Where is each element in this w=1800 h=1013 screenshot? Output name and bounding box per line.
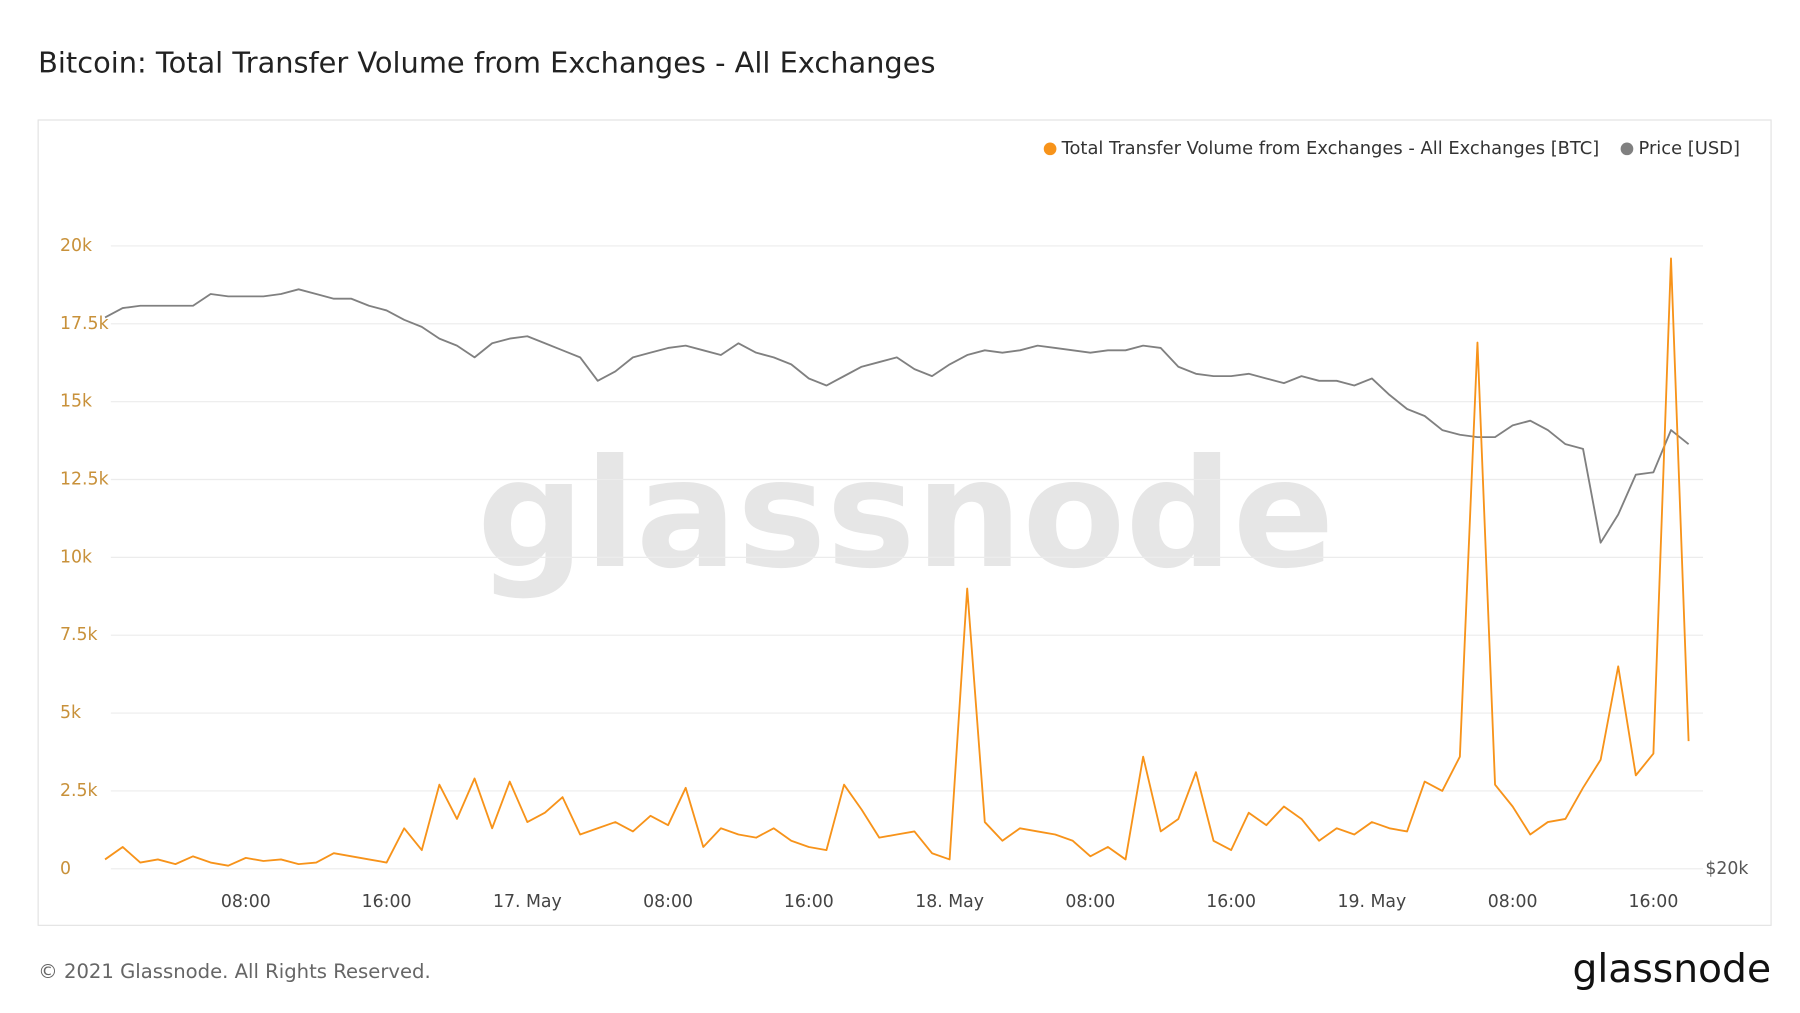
y-tick-label: 0 — [60, 859, 71, 879]
y-tick-label: 15k — [60, 392, 92, 412]
x-tick-label: 16:00 — [784, 892, 834, 912]
chart-title: Bitcoin: Total Transfer Volume from Exch… — [38, 46, 935, 80]
x-tick-label: 08:00 — [1065, 892, 1115, 912]
x-tick-label: 16:00 — [1206, 892, 1256, 912]
y-tick-label: 2.5k — [60, 781, 98, 801]
y-tick-label: 5k — [60, 703, 81, 723]
x-tick-label: 17. May — [493, 892, 562, 912]
watermark: glassnode — [477, 428, 1334, 602]
y-tick-label: 10k — [60, 547, 92, 567]
y2-tick-label: $20k — [1705, 859, 1748, 879]
y-tick-label: 20k — [60, 236, 92, 256]
y-tick-label: 17.5k — [60, 314, 109, 334]
legend-label: Price [USD] — [1638, 138, 1739, 159]
y-tick-label: 12.5k — [60, 470, 109, 490]
x-tick-label: 18. May — [915, 892, 984, 912]
x-tick-label: 08:00 — [643, 892, 693, 912]
y-tick-label: 7.5k — [60, 625, 98, 645]
legend: Price [USD] Total Transfer Volume from Ex… — [1043, 138, 1740, 159]
footer: © 2021 Glassnode. All Rights Reserved. — [38, 960, 431, 983]
legend-label: Total Transfer Volume from Exchanges - A… — [1061, 138, 1600, 159]
series-line — [104, 288, 1690, 544]
x-tick-label: 16:00 — [1628, 892, 1678, 912]
legend-marker — [1620, 142, 1634, 156]
legend-marker — [1043, 142, 1057, 156]
x-tick-label: 08:00 — [221, 892, 271, 912]
series-line — [104, 257, 1690, 867]
x-tick-label: 08:00 — [1488, 892, 1538, 912]
x-tick-label: 19. May — [1338, 892, 1407, 912]
x-tick-label: 16:00 — [362, 892, 412, 912]
logo: glassnode — [1573, 947, 1772, 992]
grid — [110, 245, 1704, 870]
